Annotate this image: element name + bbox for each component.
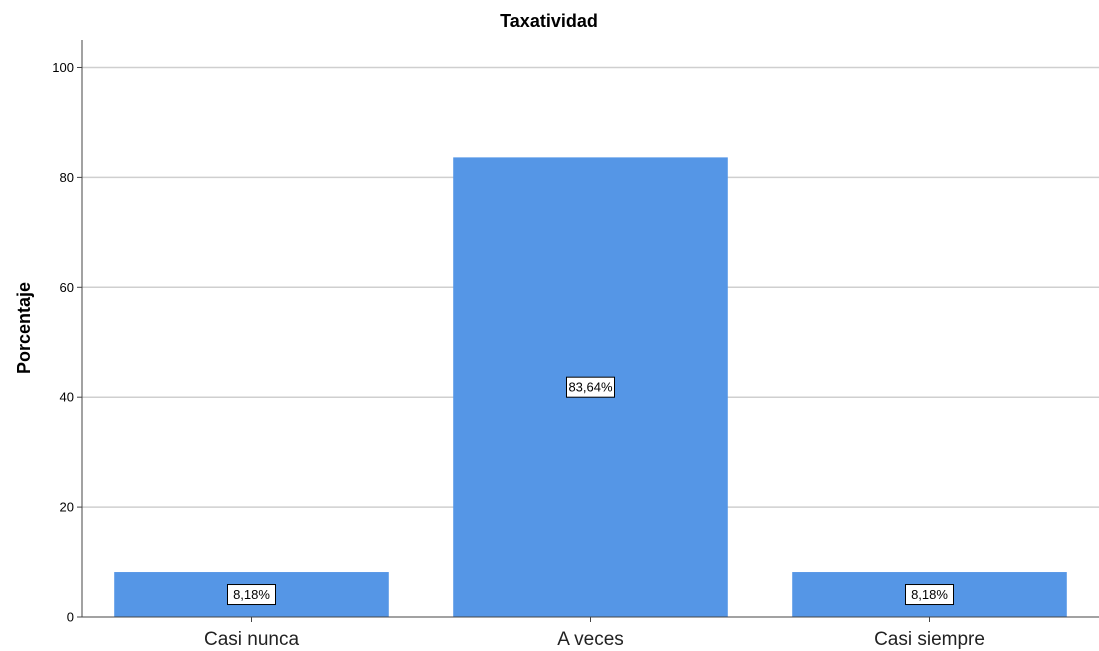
y-axis-ticks: 0 20 40 60 80 100 <box>52 60 82 625</box>
x-tick-label: A veces <box>557 629 624 650</box>
data-label-box <box>227 584 276 606</box>
data-labels: 8,18% 83,64% 8,18% <box>227 376 954 606</box>
data-label: 8,18% <box>233 587 270 602</box>
x-tick-label: Casi siempre <box>874 629 985 650</box>
y-axis-label: Porcentaje <box>14 282 34 374</box>
data-label: 8,18% <box>911 587 948 602</box>
y-tick-label: 0 <box>67 610 74 625</box>
chart-title: Taxatividad <box>500 11 598 31</box>
y-tick-label: 60 <box>60 280 74 295</box>
data-label-box <box>566 376 615 398</box>
y-tick-label: 40 <box>60 390 74 405</box>
y-tick-label: 80 <box>60 170 74 185</box>
y-tick-label: 100 <box>52 60 74 75</box>
x-axis-ticks: Casi nunca A veces Casi siempre <box>204 617 985 650</box>
data-label: 83,64% <box>568 380 613 395</box>
y-tick-label: 20 <box>60 500 74 515</box>
data-label-box <box>905 584 954 606</box>
x-tick-label: Casi nunca <box>204 629 299 650</box>
